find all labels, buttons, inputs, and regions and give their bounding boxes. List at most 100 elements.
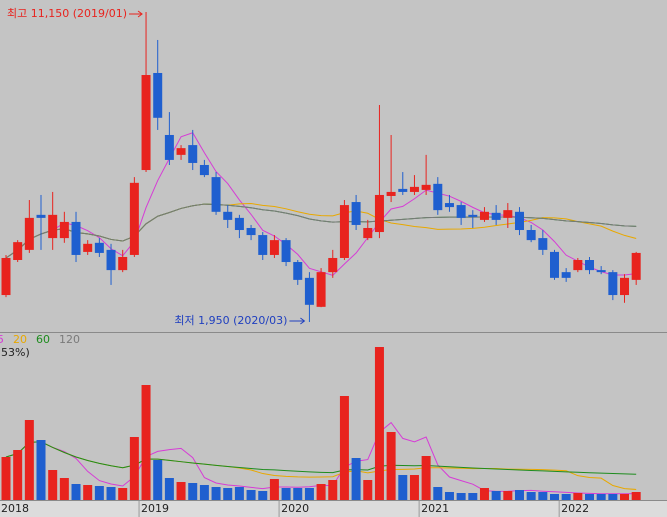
x-tick-label: 2018: [1, 502, 29, 515]
volume-bar: [339, 396, 349, 500]
volume-bar: [118, 488, 128, 500]
candle-body: [269, 240, 279, 255]
candle-body: [316, 272, 326, 307]
volume-bar: [36, 440, 46, 500]
x-tick-label: 2021: [421, 502, 449, 515]
candle-body: [199, 164, 209, 176]
volume-bar: [258, 491, 268, 500]
volume-bar: [328, 480, 338, 500]
candle-body: [631, 252, 641, 280]
candle-body: [281, 240, 291, 263]
candle-body: [573, 260, 583, 271]
candle-body: [106, 249, 116, 271]
high-annotation: 최고 11,150 (2019/01): [7, 7, 127, 20]
volume-bar: [561, 494, 571, 500]
candle-body: [48, 214, 58, 239]
ma-legend: 120: [59, 333, 80, 346]
volume-bar: [433, 487, 443, 500]
volume-bar: [188, 483, 198, 500]
x-tick-label: 2019: [141, 502, 169, 515]
volume-bar: [386, 432, 396, 500]
volume-bar: [421, 456, 431, 500]
volume-bar: [631, 492, 641, 500]
volume-ma-line: [5, 441, 637, 475]
candle-body: [24, 217, 34, 250]
candle-body: [363, 227, 373, 239]
volume-bar: [444, 492, 454, 500]
volume-bar: [456, 493, 466, 500]
volume-bar: [83, 485, 93, 500]
candle-body: [596, 270, 606, 273]
candle-body: [351, 202, 361, 225]
volume-bar: [246, 490, 256, 500]
volume-bar: [398, 475, 408, 500]
candle-body: [164, 134, 174, 160]
volume-bar: [363, 480, 373, 500]
candle-body: [258, 235, 268, 255]
candle-body: [468, 214, 478, 217]
candle-body: [176, 148, 186, 155]
volume-bar: [503, 491, 513, 500]
candle-body: [409, 186, 419, 192]
x-axis-strip: [0, 500, 667, 517]
volume-bar: [526, 492, 536, 500]
ma-legend: 60: [36, 333, 50, 346]
candle-body: [153, 72, 163, 118]
volume-bar: [549, 494, 559, 500]
candle-body: [421, 184, 431, 190]
candle-body: [129, 182, 139, 255]
volume-bar: [211, 487, 221, 500]
volume-bar: [468, 493, 478, 500]
candle-body: [491, 212, 501, 220]
candle-body: [456, 205, 466, 218]
volume-bar: [293, 488, 303, 500]
price-ma-line: [5, 203, 637, 259]
volume-bar: [13, 450, 23, 500]
candle-body: [398, 188, 408, 192]
ma-legend: 20: [13, 333, 27, 346]
volume-bar: [304, 488, 314, 500]
candle-body: [526, 230, 536, 241]
volume-bar: [538, 492, 548, 500]
candle-body: [83, 243, 93, 252]
low-annotation: 최저 1,950 (2020/03): [174, 314, 287, 327]
volume-bar: [234, 487, 244, 500]
price-panel: [0, 0, 667, 332]
volume-bar: [24, 420, 34, 500]
candle-body: [71, 221, 81, 255]
high-arrow: [129, 10, 143, 18]
volume-bar: [59, 478, 69, 500]
candle-body: [561, 272, 571, 278]
candle-body: [36, 214, 46, 218]
volume-bar: [573, 493, 583, 500]
candle-body: [1, 257, 11, 296]
volume-bar: [374, 347, 384, 500]
candle-body: [13, 242, 23, 260]
x-tick-label: 2020: [281, 502, 309, 515]
volume-bar: [585, 494, 594, 500]
candle-body: [433, 183, 443, 211]
candle-body: [386, 191, 396, 196]
candle-body: [118, 256, 128, 271]
candle-body: [538, 238, 548, 250]
candle-body: [503, 210, 513, 218]
candle-body: [246, 227, 256, 236]
volume-bar: [479, 488, 489, 500]
ma-legend: 5: [0, 333, 4, 346]
volume-bar: [48, 470, 58, 500]
candle-body: [59, 221, 69, 239]
candle-body: [608, 272, 618, 296]
volume-bar: [71, 484, 81, 500]
candle-body: [188, 145, 198, 163]
candle-body: [514, 211, 524, 231]
volume-bar: [1, 457, 11, 500]
candle-body: [585, 260, 594, 271]
volume-bar: [129, 437, 139, 500]
candle-body: [293, 262, 303, 280]
volume-bar: [316, 484, 326, 500]
candle-body: [304, 277, 314, 305]
volume-bar: [223, 488, 233, 500]
volume-bar: [199, 485, 209, 500]
candle-body: [549, 251, 559, 278]
low-arrow: [289, 317, 306, 325]
